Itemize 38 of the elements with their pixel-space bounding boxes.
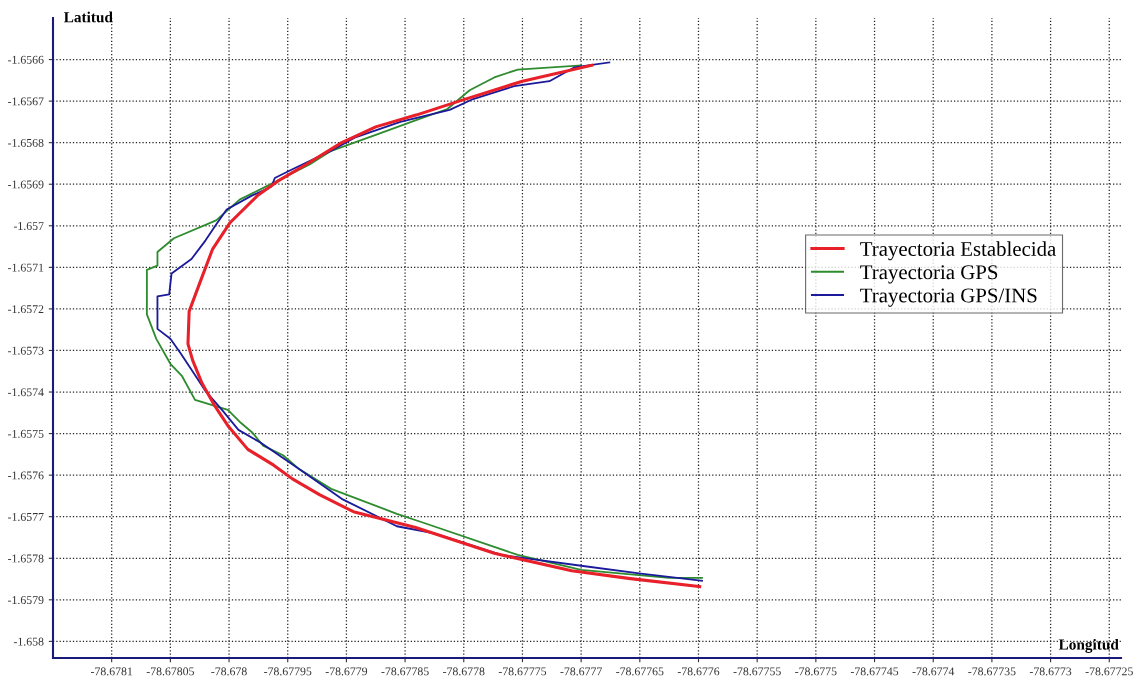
y-tick-label: -1.6571 bbox=[8, 263, 44, 272]
y-tick-label: -1.6567 bbox=[8, 97, 44, 106]
x-tick-label: -78.67745 bbox=[850, 667, 899, 676]
x-tick-label: -78.67795 bbox=[264, 667, 312, 676]
legend-label: Trayectoria GPS bbox=[860, 265, 998, 284]
x-tick-label: -78.67755 bbox=[733, 667, 781, 676]
legend-label: Trayectoria Establecida bbox=[860, 241, 1056, 261]
y-axis-title: Latitud bbox=[63, 11, 113, 23]
x-axis-title: Longitud bbox=[1058, 638, 1119, 653]
x-tick-label: -78.6779 bbox=[325, 667, 368, 676]
y-tick-label: -1.6578 bbox=[8, 554, 44, 563]
y-tick-label: -1.6577 bbox=[8, 512, 44, 521]
y-tick-label: -1.6568 bbox=[8, 138, 44, 147]
x-tick-label: -78.6776 bbox=[677, 667, 720, 676]
x-tick-label: -78.6777 bbox=[560, 667, 602, 676]
x-tick-label: -78.67725 bbox=[1085, 667, 1133, 676]
y-tick-label: -1.6575 bbox=[8, 429, 44, 438]
y-tick-label: -1.6576 bbox=[8, 471, 44, 480]
x-tick-label: -78.67805 bbox=[146, 667, 194, 676]
y-tick-label: -1.6573 bbox=[8, 346, 44, 355]
x-tick-label: -78.6774 bbox=[912, 667, 955, 676]
x-tick-label: -78.67765 bbox=[616, 667, 664, 676]
x-tick-label: -78.6775 bbox=[795, 667, 837, 676]
legend-label: Trayectoria GPS/INS bbox=[860, 288, 1037, 307]
x-tick-label: -78.678 bbox=[211, 667, 247, 676]
y-tick-label: -1.658 bbox=[13, 637, 44, 646]
y-tick-label: -1.6572 bbox=[8, 305, 44, 314]
y-tick-label: -1.6569 bbox=[8, 180, 44, 189]
y-tick-label: -1.6566 bbox=[8, 55, 44, 64]
y-tick-label: -1.6574 bbox=[8, 388, 44, 397]
y-tick-label: -1.6579 bbox=[8, 596, 44, 605]
x-tick-label: -78.6781 bbox=[90, 667, 133, 676]
x-tick-label: -78.67785 bbox=[381, 667, 429, 676]
y-tick-label: -1.657 bbox=[13, 222, 44, 231]
x-tick-label: -78.67735 bbox=[968, 667, 1016, 676]
x-tick-label: -78.6773 bbox=[1029, 667, 1072, 676]
x-tick-label: -78.67775 bbox=[498, 667, 547, 676]
x-tick-label: -78.6778 bbox=[443, 667, 485, 676]
